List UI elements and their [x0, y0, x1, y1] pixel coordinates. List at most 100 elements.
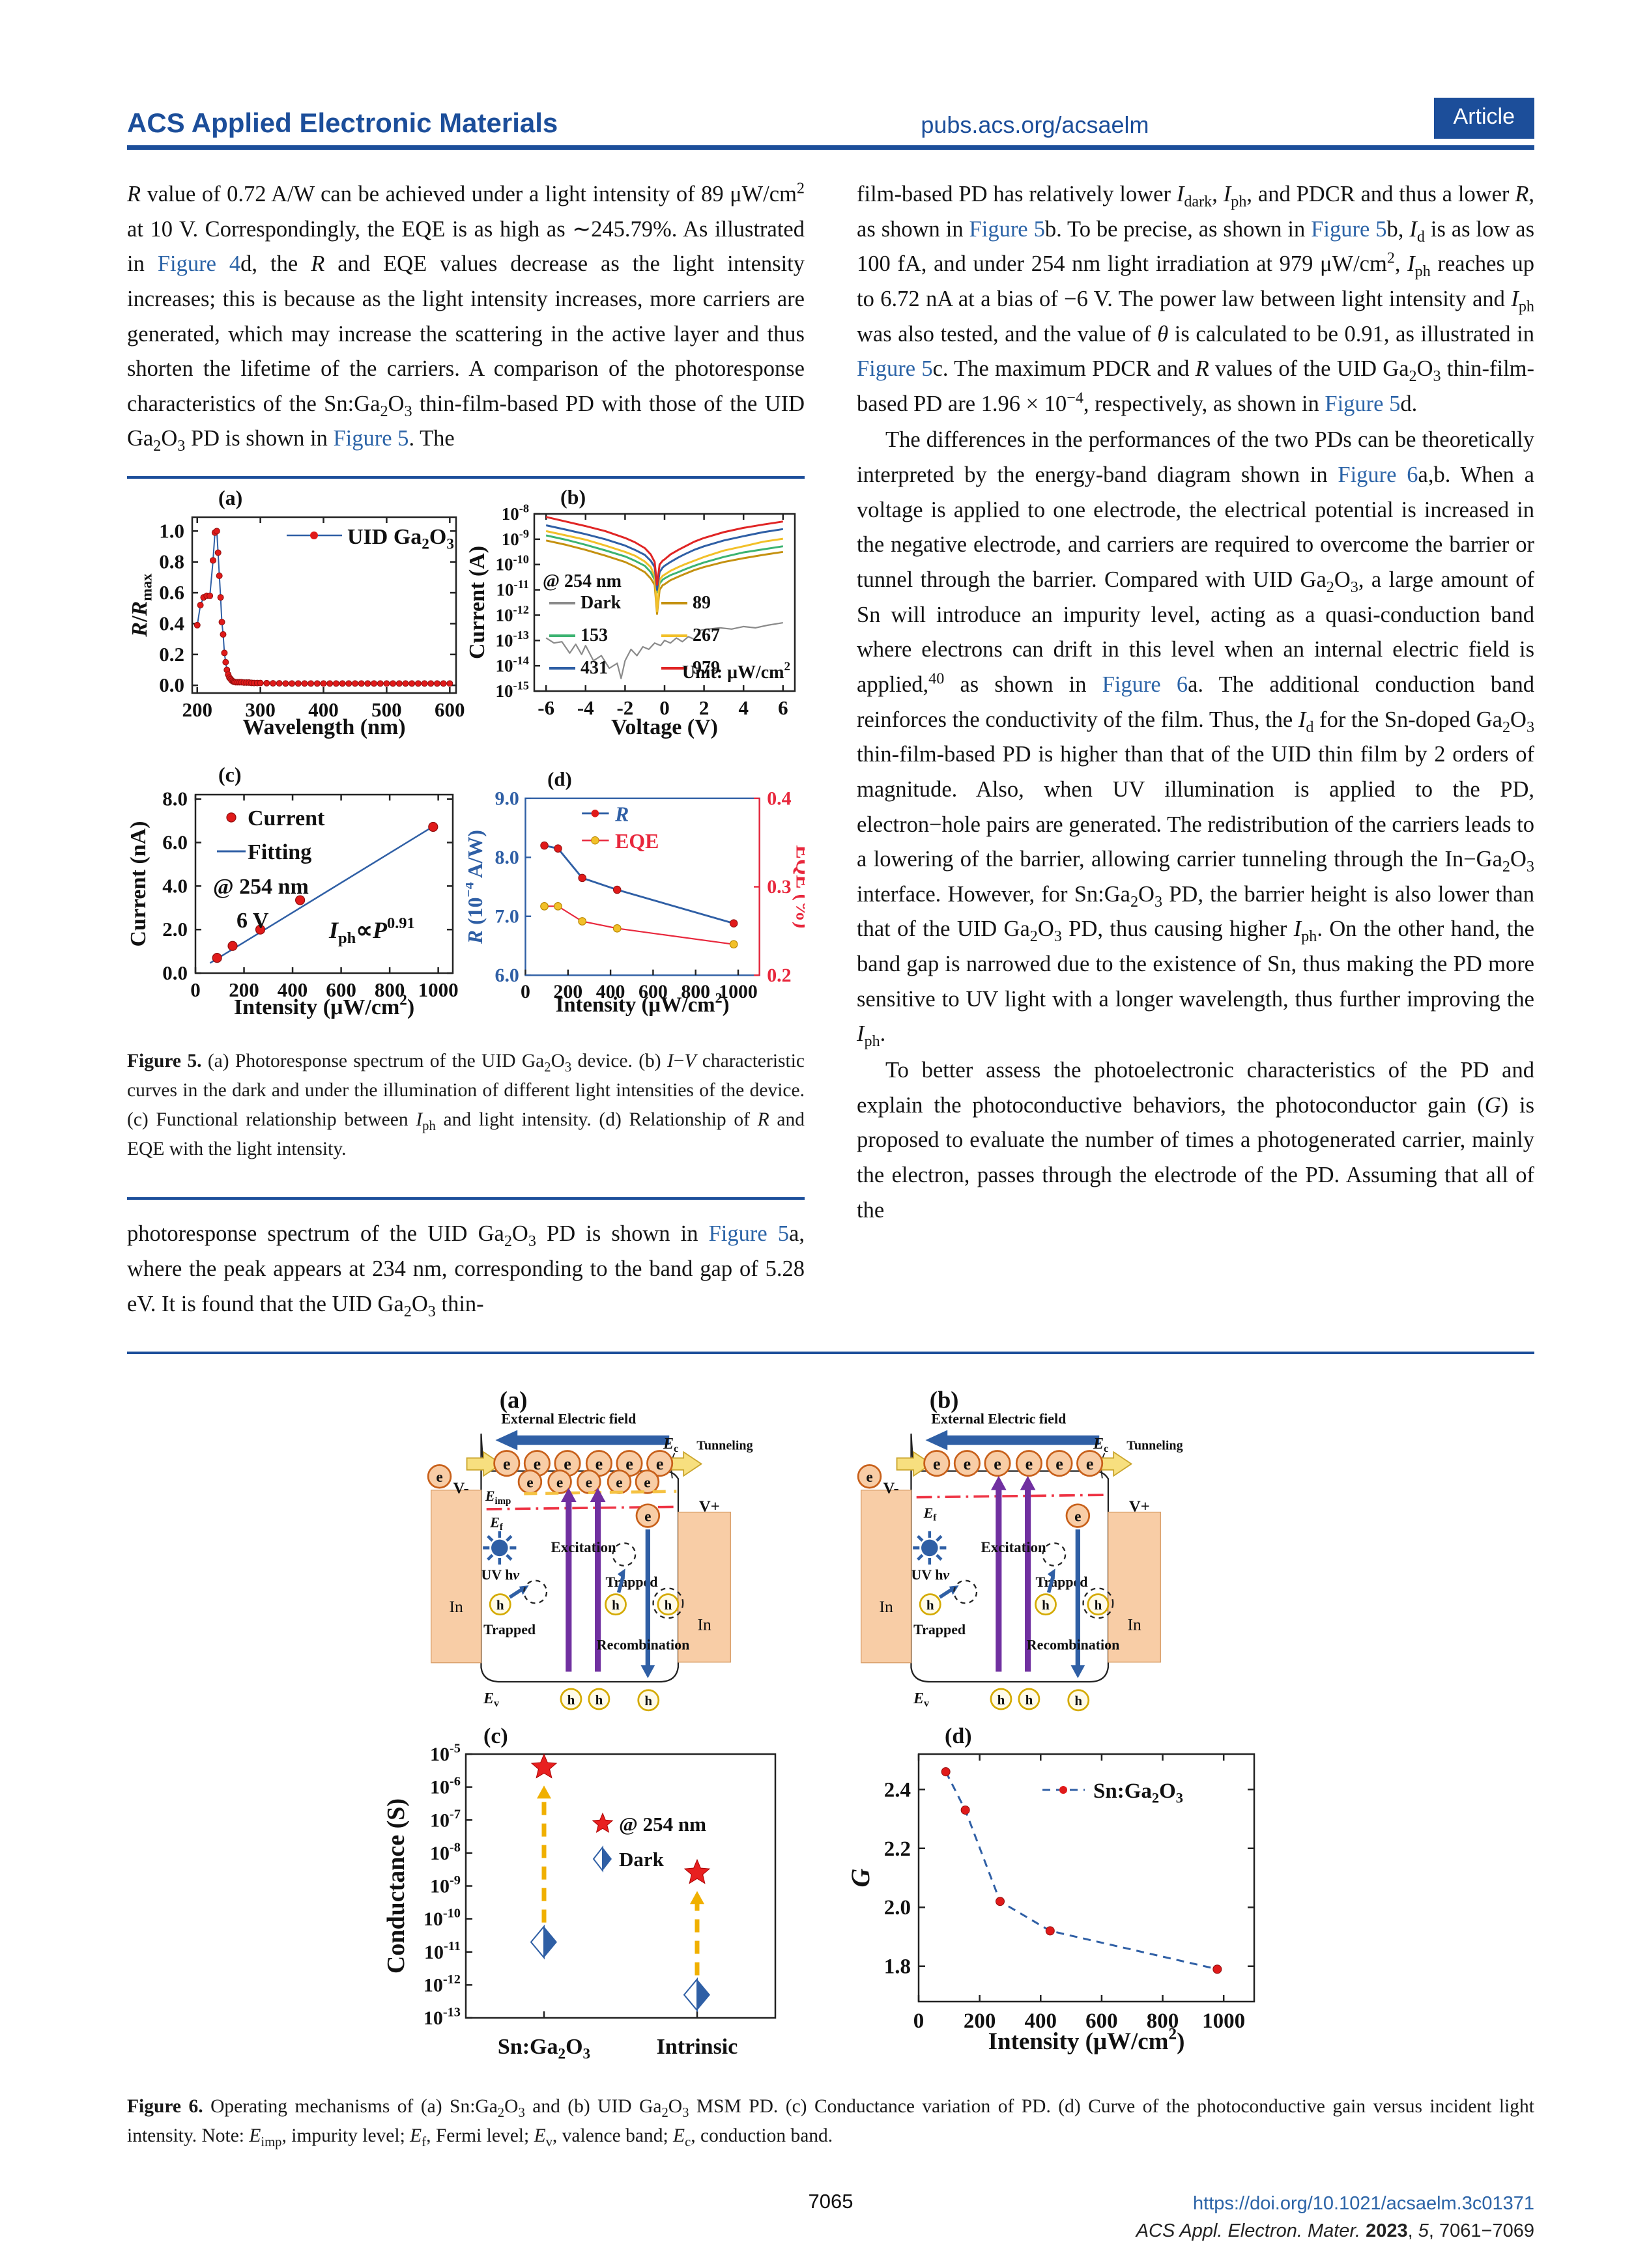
svg-text:0: 0	[521, 981, 530, 1002]
svg-text:Recombination: Recombination	[1027, 1637, 1120, 1653]
svg-text:e: e	[1055, 1454, 1063, 1473]
svg-text:EQE: EQE	[615, 830, 659, 853]
svg-text:Current (A): Current (A)	[466, 546, 489, 659]
figure-link[interactable]: Figure 5	[1325, 391, 1401, 416]
figure6-caption: Figure 6. Operating mechanisms of (a) Sn…	[127, 2096, 1535, 2149]
figure6-diagram-b: (b) External Electric field Tunneling Ec In I…	[837, 1371, 1254, 1720]
svg-text:In: In	[449, 1597, 463, 1616]
paragraph: R value of 0.72 A/W can be achieved unde…	[127, 179, 805, 455]
citation: ACS Appl. Electron. Mater. 2023, 5, 7061…	[1136, 2220, 1534, 2241]
svg-text:4.0: 4.0	[162, 874, 188, 897]
svg-text:h: h	[1042, 1597, 1050, 1613]
svg-text:400: 400	[278, 978, 308, 1001]
journal-header: ACS Applied Electronic Materials pubs.ac…	[127, 98, 1534, 150]
svg-text:e: e	[526, 1474, 533, 1491]
svg-text:800: 800	[375, 978, 405, 1001]
figure6: (a) External Electric field Tunneling Ec In I…	[127, 1352, 1534, 2151]
svg-text:Intensity (μW/cm2): Intensity (μW/cm2)	[556, 989, 730, 1017]
svg-text:h: h	[1095, 1597, 1102, 1613]
svg-text:Ec: Ec	[663, 1436, 678, 1454]
svg-text:0.2: 0.2	[159, 643, 184, 666]
svg-text:Tunneling: Tunneling	[696, 1439, 753, 1453]
svg-text:400: 400	[308, 698, 339, 721]
svg-text:(b): (b)	[930, 1387, 959, 1413]
svg-text:h: h	[1074, 1693, 1082, 1708]
svg-text:h: h	[595, 1692, 603, 1707]
svg-text:In: In	[697, 1615, 711, 1634]
svg-text:Dark: Dark	[619, 1848, 665, 1871]
svg-text:1000: 1000	[719, 981, 758, 1002]
journal-title: ACS Applied Electronic Materials	[127, 107, 558, 138]
figure-link[interactable]: Figure 5	[708, 1221, 790, 1247]
figure-link[interactable]: Figure 5	[969, 216, 1045, 242]
figure-link[interactable]: Figure 5	[857, 356, 933, 382]
svg-text:(b): (b)	[560, 488, 586, 509]
figure-link[interactable]: Figure 4	[157, 251, 241, 277]
svg-text:(c): (c)	[483, 1725, 508, 1748]
svg-text:153: 153	[581, 625, 608, 645]
svg-text:(a): (a)	[500, 1387, 528, 1413]
svg-text:h: h	[612, 1597, 620, 1613]
svg-text:2.2: 2.2	[884, 1837, 911, 1861]
svg-text:10-8: 10-8	[430, 1840, 461, 1864]
svg-text:Ef: Ef	[923, 1505, 938, 1524]
svg-text:Ev: Ev	[483, 1690, 500, 1709]
svg-text:200: 200	[229, 978, 259, 1001]
svg-text:Voltage (V): Voltage (V)	[611, 715, 718, 739]
paragraph: film-based PD has relatively lower Idark…	[857, 182, 1535, 416]
svg-text:R/Rmax: R/Rmax	[128, 573, 155, 638]
svg-text:1000: 1000	[1202, 2009, 1245, 2033]
svg-text:In: In	[879, 1597, 893, 1616]
svg-text:500: 500	[371, 698, 402, 721]
svg-text:0: 0	[659, 696, 670, 719]
svg-text:Sn:Ga2O3: Sn:Ga2O3	[498, 2035, 590, 2062]
svg-text:10-10: 10-10	[496, 552, 529, 574]
svg-text:e: e	[586, 1474, 592, 1491]
svg-text:-4: -4	[577, 696, 594, 719]
svg-text:10-13: 10-13	[423, 2006, 461, 2030]
svg-text:Ev: Ev	[913, 1690, 930, 1709]
svg-text:6.0: 6.0	[495, 965, 519, 986]
figure-link[interactable]: Figure 6	[1102, 672, 1188, 697]
figure5-panel-c: 0 200 400 600 800 1000 0.0 2.0 4.0 6.0 8.0 Current F…	[126, 763, 466, 1038]
svg-text:e: e	[556, 1474, 563, 1491]
svg-text:600: 600	[326, 978, 356, 1001]
svg-text:0.2: 0.2	[767, 965, 791, 986]
svg-text:1.0: 1.0	[159, 519, 184, 542]
svg-text:431: 431	[581, 658, 608, 678]
svg-text:e: e	[866, 1469, 872, 1486]
svg-text:e: e	[564, 1454, 571, 1473]
svg-text:R: R	[614, 802, 629, 825]
journal-url[interactable]: pubs.acs.org/acsaelm	[921, 111, 1149, 138]
svg-text:(d): (d)	[547, 768, 572, 790]
svg-text:G: G	[847, 1869, 875, 1888]
svg-text:e: e	[933, 1454, 941, 1473]
svg-text:200: 200	[553, 981, 582, 1002]
svg-text:@ 254 nm: @ 254 nm	[619, 1813, 706, 1836]
svg-text:2.0: 2.0	[884, 1896, 911, 1920]
svg-text:6 V: 6 V	[237, 909, 269, 933]
svg-text:V-: V-	[883, 1479, 899, 1497]
svg-text:400: 400	[596, 981, 625, 1002]
svg-text:0.4: 0.4	[767, 787, 791, 809]
svg-text:Excitation: Excitation	[551, 1539, 616, 1555]
svg-text:300: 300	[245, 698, 276, 721]
figure-link[interactable]: Figure 6	[1338, 462, 1418, 488]
svg-text:10-5: 10-5	[430, 1742, 461, 1766]
svg-text:Eimp: Eimp	[485, 1488, 511, 1507]
figure-link[interactable]: Figure 5	[333, 426, 409, 451]
figure-link[interactable]: Figure 5	[1311, 216, 1387, 242]
svg-text:400: 400	[1025, 2009, 1057, 2033]
svg-text:EQE (%): EQE (%)	[792, 845, 805, 928]
svg-text:1000: 1000	[418, 978, 459, 1001]
svg-text:0.8: 0.8	[159, 550, 184, 573]
svg-text:e: e	[656, 1454, 664, 1473]
doi-link[interactable]: https://doi.org/10.1021/acsaelm.3c01371	[1193, 2192, 1534, 2214]
svg-text:10-14: 10-14	[496, 654, 529, 675]
svg-text:10-15: 10-15	[496, 679, 529, 701]
svg-text:89: 89	[693, 593, 711, 613]
svg-text:e: e	[994, 1454, 1001, 1473]
svg-text:2.0: 2.0	[162, 918, 188, 941]
paragraph: The differences in the performances of t…	[857, 427, 1535, 1051]
svg-text:e: e	[1086, 1454, 1094, 1473]
